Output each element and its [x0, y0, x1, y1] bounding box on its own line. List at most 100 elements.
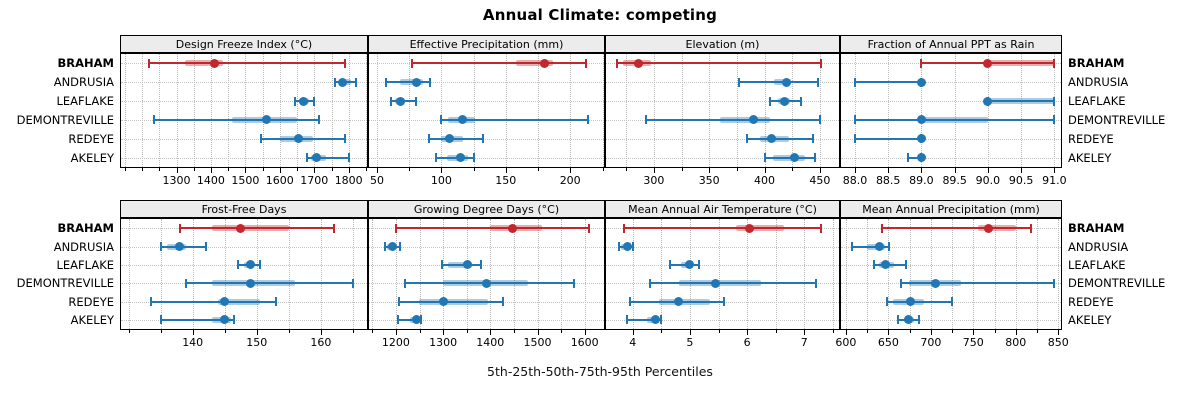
axis-tick-minor	[409, 168, 411, 171]
whisker-demontreville	[646, 118, 820, 121]
whisker-leaflake	[873, 263, 907, 266]
whisker-cap	[236, 260, 239, 270]
category-label-left-braham: BRAHAM	[57, 56, 115, 71]
axis-tick-major	[888, 330, 890, 335]
axis-tick-major	[804, 330, 806, 335]
median-dot-akeley	[916, 153, 926, 163]
whisker-cap	[738, 77, 741, 87]
axis-tick-label: 600	[835, 336, 857, 349]
strip-mean-annual-air-temperature: Mean Annual Air Temperature (°C)	[605, 200, 840, 218]
category-label-right-demontreville: DEMONTREVILLE	[1068, 112, 1166, 127]
iqr-band-redeye	[658, 298, 710, 305]
whisker-cap	[306, 153, 309, 163]
whisker-braham	[624, 227, 822, 230]
gridline-vertical	[632, 219, 634, 329]
whisker-cap	[587, 115, 590, 125]
whisker-cap	[259, 134, 262, 144]
whisker-cap	[885, 297, 888, 306]
median-dot-demontreville	[482, 278, 492, 288]
axis-tick-label: 700	[920, 336, 942, 349]
whisker-cap	[414, 96, 417, 106]
gridline-vertical	[1021, 54, 1023, 167]
axis-tick-label: 1300	[162, 174, 191, 187]
gridline-horizontal	[369, 246, 604, 248]
whisker-demontreville	[186, 282, 353, 285]
whisker-cap	[410, 58, 413, 68]
gridline-vertical	[537, 219, 539, 329]
iqr-band-braham	[516, 60, 554, 67]
median-dot-akeley	[651, 315, 661, 325]
whisker-akeley	[307, 156, 349, 159]
axis-tick-minor	[994, 330, 996, 333]
axis-tick-major	[764, 168, 766, 173]
whisker-cap	[819, 58, 822, 68]
whisker-cap	[318, 115, 321, 125]
strip-label-growing-degree-days: Growing Degree Days (°C)	[413, 202, 560, 216]
axis-tick-label: 90.5	[1008, 174, 1034, 187]
median-dot-braham	[209, 58, 219, 68]
gridline-horizontal	[606, 319, 839, 321]
gridline-horizontal	[121, 246, 367, 248]
axis-tick-label: 850	[1047, 336, 1069, 349]
gridline-vertical	[626, 54, 628, 167]
whisker-demontreville	[441, 118, 589, 121]
whisker-andrusia	[851, 245, 890, 248]
gridline-horizontal	[121, 101, 367, 103]
axis-tick-major	[954, 168, 956, 173]
axis-tick-major	[709, 168, 711, 173]
category-label-left-redeye: REDEYE	[68, 294, 114, 309]
whisker-redeye	[151, 300, 277, 303]
iqr-band-demontreville	[921, 116, 988, 123]
whisker-cap	[385, 77, 387, 87]
axis-tick-major	[855, 168, 856, 173]
whisker-braham	[148, 62, 346, 65]
axis-tick-label: 90.0	[975, 174, 1001, 187]
axis-tick-minor	[538, 168, 539, 171]
whisker-cap	[814, 278, 817, 288]
gridline-vertical	[314, 54, 316, 167]
median-dot-braham	[745, 223, 755, 233]
gridline-vertical	[409, 54, 411, 167]
iqr-band-akeley	[773, 154, 806, 161]
whisker-braham	[411, 62, 586, 65]
whisker-cap	[147, 58, 150, 68]
gridline-vertical	[855, 54, 856, 167]
axis-tick-minor	[681, 168, 683, 171]
axis-tick-major	[320, 330, 322, 335]
category-label-right-andrusia: ANDRUSIA	[1068, 75, 1129, 90]
whisker-cap	[384, 242, 387, 251]
axis-tick-minor	[142, 168, 143, 171]
whisker-cap	[204, 242, 207, 251]
gridline-horizontal	[606, 157, 839, 159]
median-dot-demontreville	[930, 278, 940, 288]
axis-tick-major	[279, 168, 281, 173]
whisker-cap	[185, 278, 188, 288]
whisker-cap	[853, 134, 856, 144]
axis-tick-label: 91.0	[1042, 174, 1067, 187]
median-dot-demontreville	[261, 115, 271, 125]
gridline-vertical	[987, 54, 989, 167]
whisker-cap	[880, 223, 883, 233]
whisker-braham	[881, 227, 1032, 230]
gridline-vertical	[505, 54, 507, 167]
gridline-vertical	[395, 219, 397, 329]
gridline-vertical	[159, 54, 161, 167]
axis-tick-minor	[952, 330, 954, 333]
whisker-braham	[179, 227, 334, 230]
axis-tick-major	[537, 330, 539, 335]
gridline-vertical	[352, 219, 354, 329]
gridline-vertical	[490, 219, 492, 329]
strip-growing-degree-days: Growing Degree Days (°C)	[368, 200, 605, 218]
axis-tick-label: 1500	[523, 336, 552, 349]
median-dot-akeley	[411, 315, 421, 325]
strip-label-mean-annual-air-temperature: Mean Annual Air Temperature (°C)	[628, 202, 817, 216]
gridline-horizontal	[606, 264, 839, 266]
axis-tick-major	[395, 330, 397, 335]
gridline-vertical	[372, 219, 374, 329]
whisker-cap	[397, 315, 400, 325]
axis-tick-label: 400	[754, 174, 775, 187]
axis-tick-label: 160	[310, 336, 332, 349]
axis-tick-label: 140	[182, 336, 204, 349]
gridline-vertical	[845, 219, 847, 329]
axis-tick-minor	[124, 168, 126, 171]
